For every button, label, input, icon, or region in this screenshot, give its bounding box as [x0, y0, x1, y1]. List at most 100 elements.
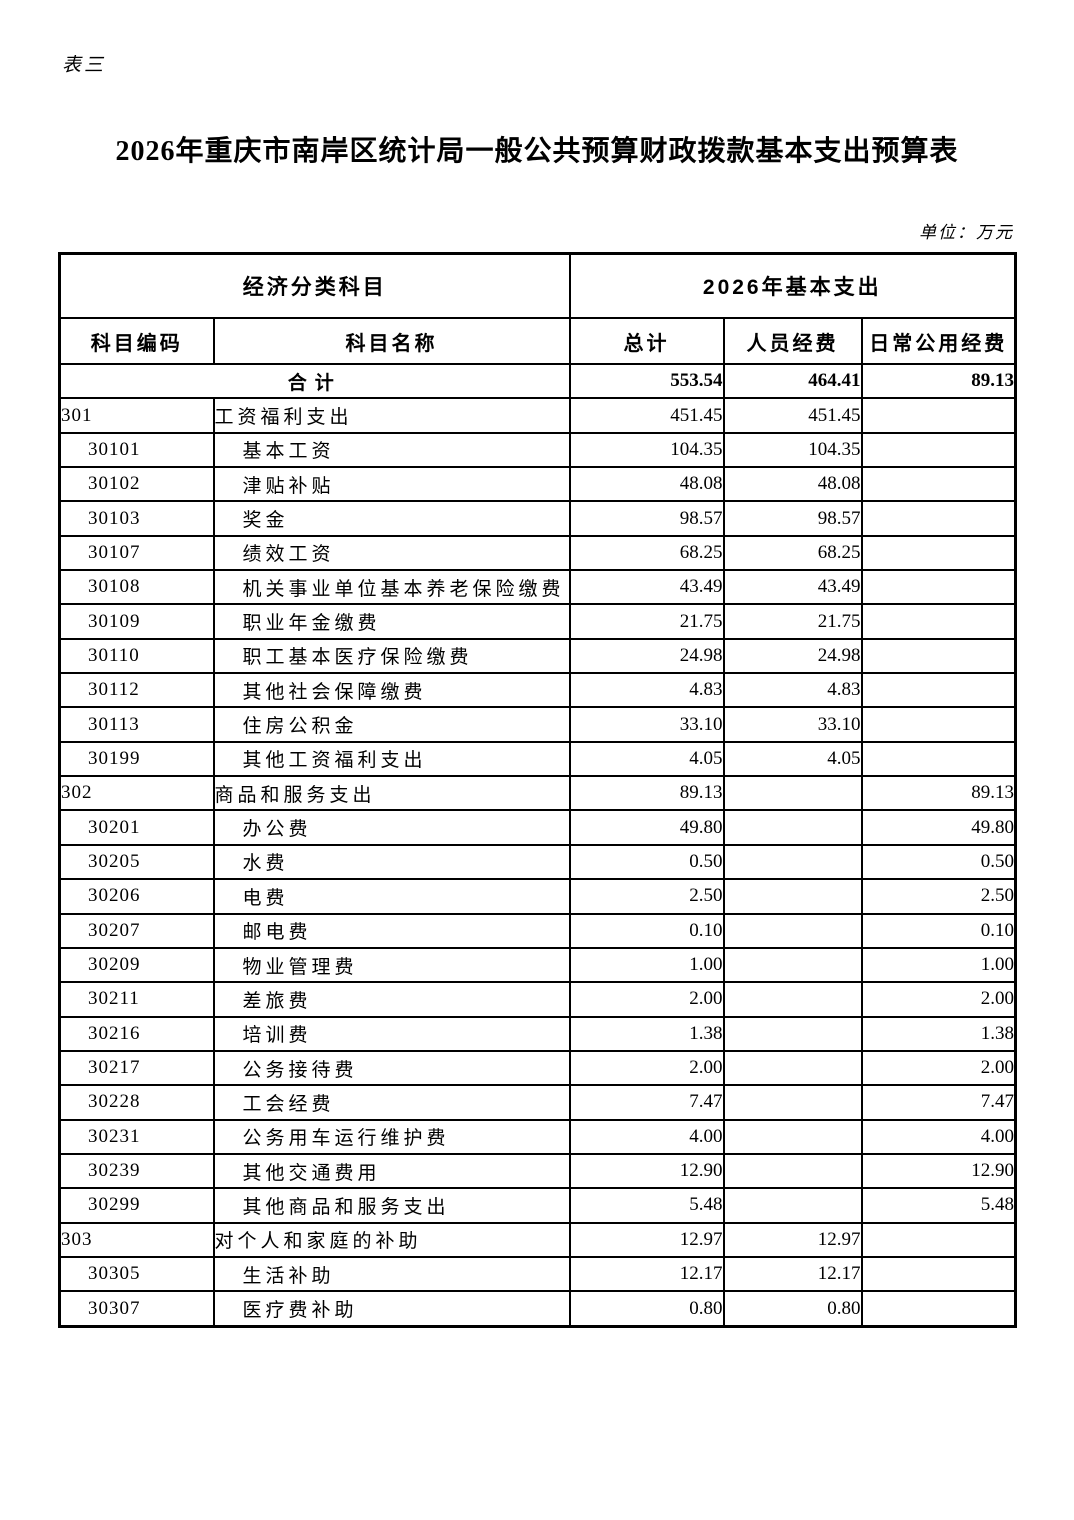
- cell-subject-code: 301: [58, 397, 215, 434]
- cell-subject-name: 医疗费补助: [212, 1290, 571, 1328]
- table-row: 30109 职业年金缴费 21.75 21.75: [58, 603, 1017, 640]
- header-group-row: 经济分类科目 2026年基本支出: [58, 252, 1017, 319]
- table-row: 30101 基本工资 104.35 104.35: [58, 431, 1017, 469]
- cell-subject-code: 30109: [58, 603, 215, 640]
- table-body: 合计 553.54 464.41 89.13 301 工资福利支出 451.45…: [58, 362, 1017, 1328]
- cell-total: 2.00: [568, 981, 725, 1018]
- cell-personnel-funds: [722, 1152, 863, 1190]
- cell-subject-name: 水费: [212, 843, 571, 881]
- cell-daily-public-funds: [860, 534, 1017, 572]
- table-row: 30199 其他工资福利支出 4.05 4.05: [58, 740, 1017, 778]
- cell-subject-name: 基本工资: [212, 431, 571, 469]
- cell-subject-code: 30101: [58, 431, 215, 469]
- header-subject-code: 科目编码: [58, 317, 215, 365]
- cell-subject-code: 30103: [58, 500, 215, 537]
- cell-total: 7.47: [568, 1084, 725, 1121]
- table-header: 经济分类科目 2026年基本支出 科目编码 科目名称 总计 人员经费 日常公用经…: [58, 252, 1017, 365]
- cell-personnel-funds: [722, 809, 863, 846]
- cell-personnel-funds: [722, 912, 863, 949]
- cell-daily-public-funds: [860, 1255, 1017, 1293]
- cell-daily-public-funds: 1.38: [860, 1015, 1017, 1052]
- cell-personnel-funds: 33.10: [722, 706, 863, 743]
- cell-subject-name: 培训费: [212, 1015, 571, 1052]
- cell-total: 12.90: [568, 1152, 725, 1190]
- cell-subject-name: 工会经费: [212, 1084, 571, 1121]
- table-row: 30216 培训费 1.38 1.38: [58, 1015, 1017, 1052]
- cell-daily-public-funds: 2.50: [860, 878, 1017, 915]
- table-row: 30205 水费 0.50 0.50: [58, 843, 1017, 881]
- cell-subject-code: 30113: [58, 706, 215, 743]
- cell-subject-name: 商品和服务支出: [212, 775, 571, 812]
- cell-subject-name: 生活补助: [212, 1255, 571, 1293]
- table-row: 30206 电费 2.50 2.50: [58, 878, 1017, 915]
- table-row: 302 商品和服务支出 89.13 89.13: [58, 775, 1017, 812]
- cell-personnel-funds: 12.17: [722, 1255, 863, 1293]
- cell-personnel-funds: 0.80: [722, 1290, 863, 1328]
- cell-subject-code: 30112: [58, 672, 215, 709]
- cell-daily-public-funds: 1.00: [860, 946, 1017, 984]
- cell-subject-code: 30299: [58, 1187, 215, 1224]
- cell-total: 104.35: [568, 431, 725, 469]
- table-row: 30217 公务接待费 2.00 2.00: [58, 1049, 1017, 1087]
- table-row: 30107 绩效工资 68.25 68.25: [58, 534, 1017, 572]
- cell-total: 1.00: [568, 946, 725, 984]
- cell-total: 49.80: [568, 809, 725, 846]
- table-row: 30305 生活补助 12.17 12.17: [58, 1255, 1017, 1293]
- cell-subject-name: 公务接待费: [212, 1049, 571, 1087]
- cell-total: 89.13: [568, 775, 725, 812]
- cell-total: 0.80: [568, 1290, 725, 1328]
- cell-subject-name: 邮电费: [212, 912, 571, 949]
- cell-subject-code: 30102: [58, 466, 215, 503]
- cell-subject-name: 住房公积金: [212, 706, 571, 743]
- cell-daily-public-funds: [860, 672, 1017, 709]
- cell-subject-code: 30108: [58, 569, 215, 606]
- table-row: 30231 公务用车运行维护费 4.00 4.00: [58, 1118, 1017, 1155]
- table-row: 30201 办公费 49.80 49.80: [58, 809, 1017, 846]
- cell-daily-public-funds: [860, 1221, 1017, 1258]
- cell-total: 4.05: [568, 740, 725, 778]
- cell-subject-name: 奖金: [212, 500, 571, 537]
- cell-total: 33.10: [568, 706, 725, 743]
- table-number-label: 表三: [62, 55, 107, 76]
- cell-subject-name: 津贴补贴: [212, 466, 571, 503]
- cell-total: 21.75: [568, 603, 725, 640]
- cell-personnel-funds: 43.49: [722, 569, 863, 606]
- cell-subject-name: 公务用车运行维护费: [212, 1118, 571, 1155]
- cell-daily-public-funds: 2.00: [860, 981, 1017, 1018]
- cell-personnel-funds: 21.75: [722, 603, 863, 640]
- cell-total: 43.49: [568, 569, 725, 606]
- cell-personnel-funds: 68.25: [722, 534, 863, 572]
- cell-subject-name: 机关事业单位基本养老保险缴费: [212, 569, 571, 606]
- cell-subject-code: 302: [58, 775, 215, 812]
- page-title: 2026年重庆市南岸区统计局一般公共预算财政拨款基本支出预算表: [115, 136, 959, 167]
- cell-subject-name: 其他交通费用: [212, 1152, 571, 1190]
- cell-total: 553.54: [568, 362, 725, 400]
- cell-subject-code: 30107: [58, 534, 215, 572]
- table-row: 301 工资福利支出 451.45 451.45: [58, 397, 1017, 434]
- cell-total: 12.97: [568, 1221, 725, 1258]
- table-row: 30209 物业管理费 1.00 1.00: [58, 946, 1017, 984]
- cell-subject-code: 30110: [58, 637, 215, 675]
- cell-daily-public-funds: [860, 603, 1017, 640]
- cell-personnel-funds: [722, 1084, 863, 1121]
- cell-total: 0.50: [568, 843, 725, 881]
- table-row: 30211 差旅费 2.00 2.00: [58, 981, 1017, 1018]
- cell-subject-code: 30209: [58, 946, 215, 984]
- table-row: 30103 奖金 98.57 98.57: [58, 500, 1017, 537]
- cell-subject-name: 物业管理费: [212, 946, 571, 984]
- cell-daily-public-funds: 12.90: [860, 1152, 1017, 1190]
- header-columns-row: 科目编码 科目名称 总计 人员经费 日常公用经费: [58, 317, 1017, 365]
- cell-personnel-funds: 4.83: [722, 672, 863, 709]
- cell-daily-public-funds: [860, 500, 1017, 537]
- cell-subject-code: 30305: [58, 1255, 215, 1293]
- cell-subject-name: 电费: [212, 878, 571, 915]
- cell-subject-name: 其他商品和服务支出: [212, 1187, 571, 1224]
- table-row: 30207 邮电费 0.10 0.10: [58, 912, 1017, 949]
- table-row: 30299 其他商品和服务支出 5.48 5.48: [58, 1187, 1017, 1224]
- cell-daily-public-funds: 5.48: [860, 1187, 1017, 1224]
- cell-personnel-funds: 451.45: [722, 397, 863, 434]
- table-row: 303 对个人和家庭的补助 12.97 12.97: [58, 1221, 1017, 1258]
- cell-total: 2.00: [568, 1049, 725, 1087]
- cell-subject-name: 办公费: [212, 809, 571, 846]
- cell-daily-public-funds: 7.47: [860, 1084, 1017, 1121]
